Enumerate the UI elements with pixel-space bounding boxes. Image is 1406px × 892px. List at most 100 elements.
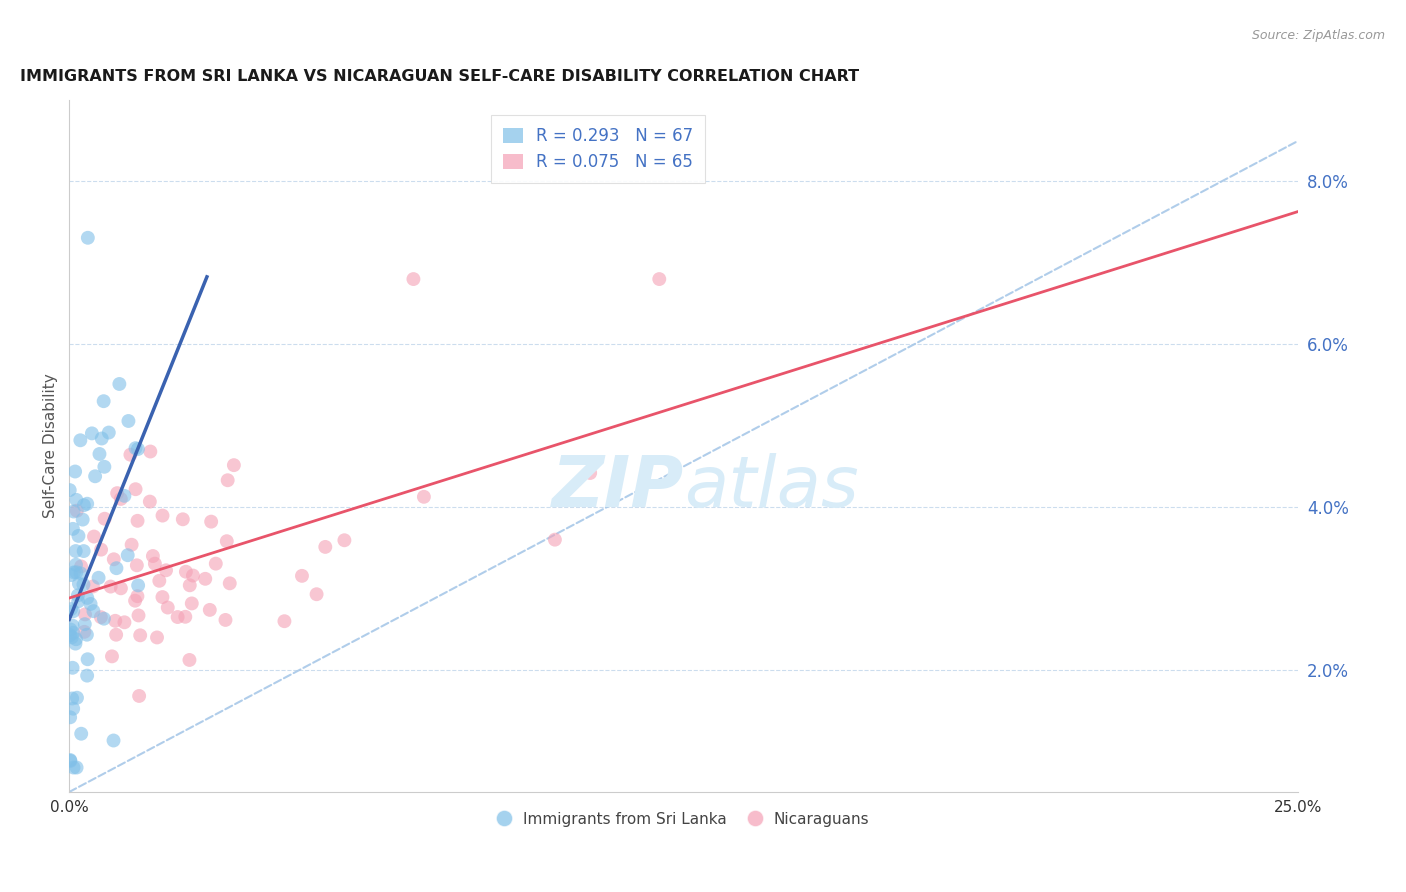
Point	[273, 614, 295, 628]
Point	[146, 631, 169, 645]
Point	[69, 566, 91, 581]
Point	[59, 483, 82, 497]
Point	[124, 593, 146, 607]
Point	[89, 447, 111, 461]
Point	[108, 376, 131, 391]
Point	[155, 563, 177, 577]
Point	[103, 552, 125, 566]
Point	[174, 565, 197, 579]
Point	[65, 637, 87, 651]
Point	[65, 632, 87, 647]
Point	[65, 558, 87, 572]
Point	[76, 668, 98, 682]
Point	[305, 587, 328, 601]
Point	[65, 544, 87, 558]
Point	[148, 574, 170, 588]
Point	[152, 508, 174, 523]
Point	[181, 568, 204, 582]
Point	[125, 558, 148, 573]
Point	[120, 448, 142, 462]
Text: Source: ZipAtlas.com: Source: ZipAtlas.com	[1251, 29, 1385, 42]
Point	[83, 530, 105, 544]
Point	[166, 610, 188, 624]
Point	[179, 653, 201, 667]
Text: ZIP: ZIP	[551, 453, 683, 522]
Point	[105, 486, 128, 500]
Point	[215, 534, 238, 549]
Point	[60, 568, 83, 582]
Point	[218, 576, 240, 591]
Point	[90, 432, 112, 446]
Point	[194, 572, 217, 586]
Point	[103, 733, 125, 747]
Point	[179, 578, 201, 592]
Point	[200, 515, 222, 529]
Point	[76, 497, 98, 511]
Point	[59, 710, 82, 724]
Point	[62, 504, 84, 518]
Point	[128, 689, 150, 703]
Point	[62, 625, 84, 640]
Point	[402, 272, 425, 286]
Point	[204, 557, 226, 571]
Point	[142, 549, 165, 563]
Point	[59, 628, 82, 642]
Point	[63, 566, 86, 580]
Point	[65, 566, 87, 580]
Point	[412, 490, 434, 504]
Point	[87, 571, 110, 585]
Point	[69, 434, 91, 448]
Point	[156, 600, 179, 615]
Point	[333, 533, 356, 548]
Point	[80, 426, 103, 441]
Point	[128, 608, 150, 623]
Point	[117, 548, 139, 562]
Point	[139, 494, 162, 508]
Point	[579, 466, 602, 480]
Point	[105, 628, 128, 642]
Point	[90, 610, 112, 624]
Point	[82, 604, 104, 618]
Point	[93, 512, 115, 526]
Point	[100, 580, 122, 594]
Point	[76, 652, 98, 666]
Point	[121, 538, 143, 552]
Point	[73, 498, 96, 512]
Point	[180, 596, 202, 610]
Point	[62, 661, 84, 675]
Point	[172, 512, 194, 526]
Point	[72, 577, 94, 591]
Point	[66, 588, 89, 602]
Point	[59, 754, 82, 768]
Point	[222, 458, 245, 472]
Point	[66, 690, 89, 705]
Point	[90, 542, 112, 557]
Point	[66, 504, 89, 518]
Point	[112, 489, 135, 503]
Point	[291, 569, 314, 583]
Point	[314, 540, 336, 554]
Point	[60, 630, 83, 644]
Point	[73, 617, 96, 632]
Point	[65, 760, 87, 774]
Point	[127, 578, 149, 592]
Point	[60, 691, 83, 706]
Point	[67, 576, 90, 591]
Point	[70, 559, 93, 574]
Legend: Immigrants from Sri Lanka, Nicaraguans: Immigrants from Sri Lanka, Nicaraguans	[492, 805, 876, 833]
Point	[174, 609, 197, 624]
Point	[59, 623, 82, 637]
Point	[93, 394, 115, 409]
Point	[76, 591, 98, 605]
Point	[214, 613, 236, 627]
Point	[105, 561, 128, 575]
Text: atlas: atlas	[683, 453, 859, 522]
Point	[152, 590, 174, 604]
Point	[65, 492, 87, 507]
Point	[117, 414, 139, 428]
Point	[84, 469, 107, 483]
Point	[73, 544, 96, 558]
Point	[63, 465, 86, 479]
Point	[101, 649, 124, 664]
Point	[544, 533, 567, 547]
